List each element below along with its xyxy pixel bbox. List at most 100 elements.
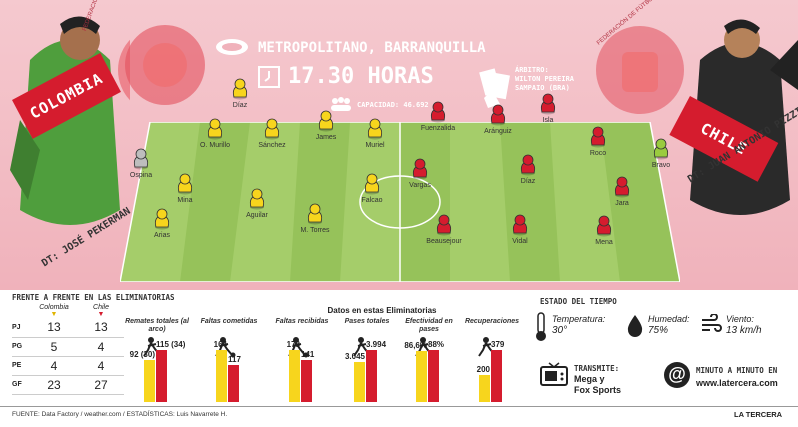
referee-cards-icon: [479, 68, 510, 108]
colombia-player-token: [249, 188, 265, 210]
chile-player-token: [520, 154, 536, 176]
stat-value-home: 92 (30): [129, 350, 155, 360]
wind-icon: [702, 314, 722, 332]
stadium-icon: [216, 39, 248, 55]
stat-bar-away: [428, 350, 439, 402]
crowd-icon: [331, 97, 351, 111]
colombia-player-name: Mina: [177, 197, 193, 204]
footer-brand: LA TERCERA: [734, 410, 783, 419]
wind-label: Viento:: [726, 314, 754, 324]
referee-name: WILTON PEREIRA: [515, 75, 575, 83]
referee-info: ÁRBITRO: WILTON PEREIRA SAMPAIO (BRA): [515, 66, 574, 93]
h2h-title: FRENTE A FRENTE EN LAS ELIMINATORIAS: [12, 293, 175, 302]
chile-player-name: Aránguiz: [484, 128, 512, 135]
stat-value-home: 164: [213, 340, 227, 349]
colombia-player-token: [133, 148, 149, 170]
h2h-row: PE 4 4: [12, 356, 124, 376]
tv-icon: [540, 362, 568, 386]
colombia-player-name: Muriel: [365, 142, 385, 149]
colombia-player-name: Ospina: [129, 172, 153, 179]
colombia-player-token: [307, 203, 323, 225]
stat-column: Remates totales (al arco) 92 (30) 115 (34): [124, 314, 190, 404]
h2h-row: GF 23 27: [12, 375, 124, 395]
stat-value-away: 3.994: [366, 340, 387, 349]
h2h-home-value: 13: [30, 318, 78, 338]
h2h-home-value: 23: [30, 375, 78, 395]
colombia-player-token: [264, 118, 280, 140]
stat-bar-home: [479, 374, 490, 402]
temperature-label: Temperatura:: [552, 314, 606, 324]
at-sign-icon: @: [664, 362, 690, 388]
colombia-player-name: O. Murillo: [200, 142, 230, 149]
h2h-row: PG 5 4: [12, 337, 124, 357]
capacity: CAPACIDAD: 46.692: [357, 101, 429, 109]
h2h-key: PG: [12, 337, 30, 357]
colombia-player-name: Arias: [154, 232, 170, 239]
stat-bar-away: [301, 359, 312, 402]
stat-value-away: 117: [228, 354, 241, 364]
wind-block: Viento: 13 km/h: [726, 313, 762, 337]
humidity-block: Humedad: 75%: [648, 313, 690, 337]
live-url[interactable]: www.latercera.com: [696, 378, 778, 388]
h2h-key: PE: [12, 356, 30, 376]
chile-player-name: Díaz: [520, 178, 536, 185]
chile-player-token: [412, 158, 428, 180]
away-arrow-icon: ▼: [97, 311, 105, 318]
humidity-drop-icon: [627, 315, 643, 337]
stat-label: Faltas recibidas: [275, 318, 329, 325]
h2h-away-value: 4: [78, 337, 124, 357]
stat-value-away: 379: [491, 340, 505, 349]
h2h-home-value: 5: [30, 337, 78, 357]
stat-value-home: 200: [476, 364, 490, 374]
chile-player-name: Jara: [615, 200, 629, 207]
temperature-block: Temperatura: 30°: [552, 313, 605, 337]
colombia-player-name: Sánchez: [258, 142, 286, 149]
stat-bar-away: [228, 364, 239, 402]
stat-column: Recuperaciones 200 379: [459, 314, 525, 404]
stat-bar-home: [416, 350, 427, 402]
home-arrow-icon: ▼: [50, 311, 58, 318]
weather-title: ESTADO DEL TIEMPO: [540, 297, 617, 306]
footer-source: FUENTE: Data Factory / weather.com / EST…: [12, 411, 228, 418]
colombia-player-name: M. Torres: [300, 227, 330, 234]
chile-player-name: Beausejour: [426, 238, 462, 245]
chile-player-token: [540, 93, 556, 115]
colombia-player-token: [232, 78, 248, 100]
colombia-player-token: [154, 208, 170, 230]
live-title: MINUTO A MINUTO EN: [696, 366, 778, 375]
chile-player-token: [436, 214, 452, 236]
thermometer-icon: [536, 312, 546, 341]
h2h-header: Colombia ▼ Chile ▼: [30, 304, 124, 318]
stat-value-home: 3.045: [344, 352, 365, 362]
chile-player-name: Bravo: [651, 162, 671, 169]
colombia-player-name: Aguilar: [246, 212, 268, 219]
h2h-row: PJ 13 13: [12, 318, 124, 338]
colombia-player-token: [207, 118, 223, 140]
stat-label: Remates totales (al arco): [125, 318, 189, 333]
stat-column: Faltas cometidas 164 117: [196, 314, 262, 404]
stat-bar-home: [354, 362, 365, 402]
broadcast-line1: Mega y: [574, 374, 605, 384]
footer-divider: [0, 406, 798, 407]
chile-player-token: [614, 176, 630, 198]
broadcast-block: TRANSMITE: Mega y Fox Sports: [574, 363, 621, 396]
chile-player-token: [653, 138, 669, 160]
chile-player-name: Isla: [542, 117, 554, 124]
chile-player-name: Vidal: [512, 238, 528, 245]
match-time: 17.30 HORAS: [288, 64, 434, 89]
stat-bar-home: [289, 350, 300, 402]
referee-origin: SAMPAIO (BRA): [515, 84, 570, 92]
stat-label: Recuperaciones: [464, 318, 520, 325]
h2h-key: GF: [12, 375, 30, 395]
colombia-player-token: [364, 173, 380, 195]
stat-label: Efectividad en pases: [405, 318, 453, 333]
colombia-player-name: Falcao: [361, 197, 383, 204]
h2h-away-value: 27: [78, 375, 124, 395]
h2h-away-value: 4: [78, 356, 124, 376]
live-block: MINUTO A MINUTO EN www.latercera.com: [696, 365, 778, 389]
stat-value-home: 86,6%: [404, 340, 427, 350]
h2h-home-value: 4: [30, 356, 78, 376]
h2h-key: PJ: [12, 318, 30, 338]
humidity-value: 75%: [648, 325, 669, 336]
